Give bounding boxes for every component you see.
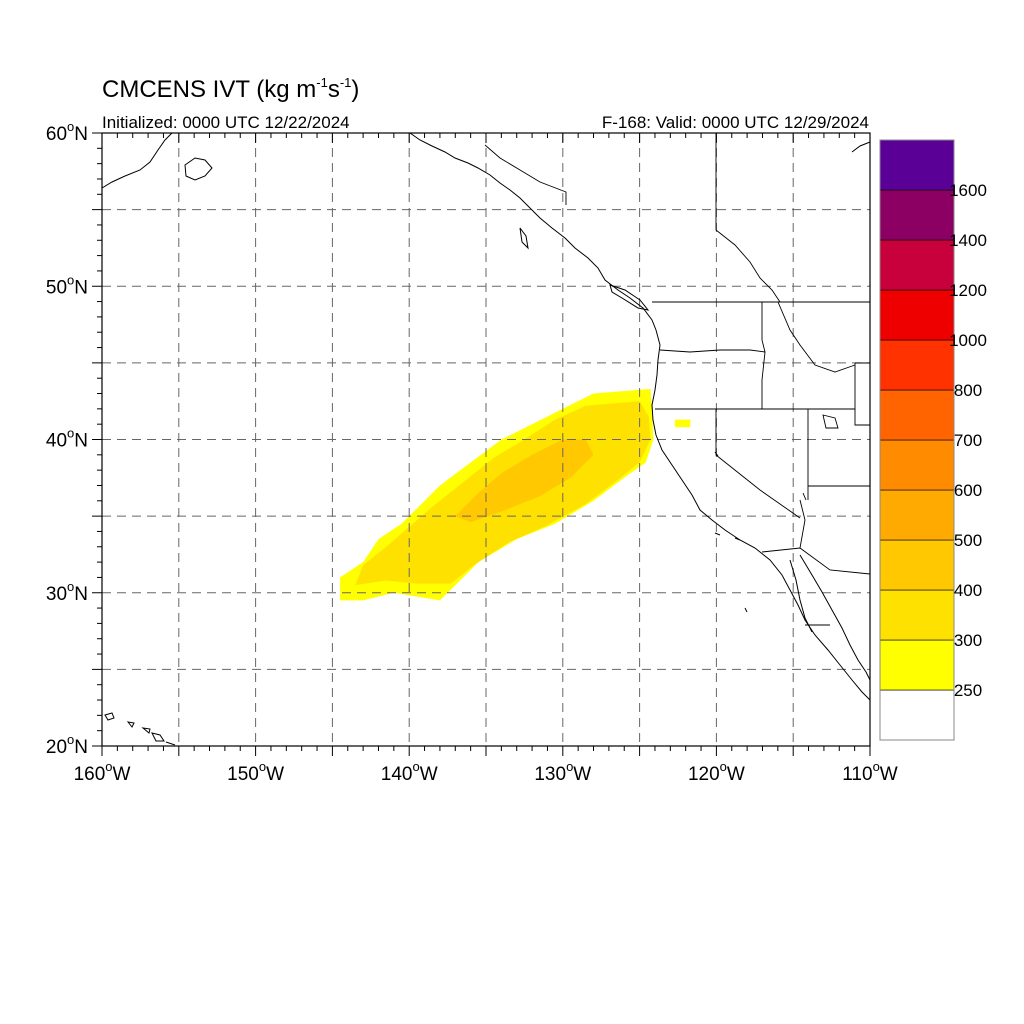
border-wa-or — [659, 349, 766, 353]
colorbar-swatch — [879, 439, 955, 491]
coastline-hudson-corner — [851, 141, 871, 153]
island-kodiak — [184, 157, 213, 181]
salton-sea — [802, 492, 807, 501]
lon-tick-label: 150oW — [227, 759, 284, 785]
colorbar-label: 500 — [954, 531, 982, 550]
colorbar-swatch — [879, 489, 955, 541]
colorbar-swatch — [879, 239, 955, 291]
ivt-shading-layer — [340, 388, 691, 601]
border-idaho-west — [761, 302, 766, 409]
lat-tick-label: 30oN — [46, 579, 88, 605]
colorbar-swatch — [879, 289, 955, 341]
colorbar-label: 250 — [954, 681, 982, 700]
subtitle-valid: F-168: Valid: 0000 UTC 12/29/2024 — [602, 113, 869, 132]
subtitle-initialized: Initialized: 0000 UTC 12/22/2024 — [102, 113, 350, 132]
map-panel: 160oW 150oW 140oW 130oW 120oW 110oW 60oN 50oN 40… — [46, 119, 898, 785]
lat-tick-label: 50oN — [46, 272, 88, 298]
ivt-band-250-3 — [674, 419, 691, 428]
colorbar-swatch — [879, 589, 955, 641]
island-vancouver — [609, 284, 650, 311]
lon-tick-label: 120oW — [688, 759, 745, 785]
coastline-alaska-south — [101, 132, 173, 189]
colorbar-frame — [879, 139, 955, 741]
colorbar-label: 700 — [954, 431, 982, 450]
lon-tick-label: 110oW — [842, 759, 898, 785]
colorbar-label: 1600 — [949, 181, 987, 200]
border-us-mexico — [761, 547, 871, 575]
islands-haida-gwaii — [519, 227, 529, 250]
title-exp2: -1 — [340, 75, 352, 90]
map-title: CMCENS IVT (kg m-1s-1) — [102, 75, 359, 103]
colorbar-swatch — [879, 139, 955, 191]
border-ca-az — [799, 499, 806, 549]
colorbar-label: 1000 — [949, 331, 987, 350]
colorbar-swatch — [879, 339, 955, 391]
colorbar-label: 1400 — [949, 231, 987, 250]
colorbar-swatch — [879, 639, 955, 691]
coastline-north-america — [409, 132, 871, 701]
lon-tick-label: 160oW — [74, 759, 131, 785]
coastline-baja-outer — [789, 559, 813, 633]
colorbar-swatch — [879, 539, 955, 591]
lat-tick-label: 40oN — [46, 426, 88, 452]
great-salt-lake — [822, 414, 839, 429]
coastline-gulf-of-california — [799, 554, 871, 681]
lon-tick-label: 130oW — [534, 759, 591, 785]
ivt-band-400-2 — [455, 439, 594, 523]
lat-tick-label: 60oN — [46, 119, 88, 145]
colorbar-swatch — [879, 389, 955, 441]
lakes — [714, 414, 839, 501]
colorbar-label: 1200 — [949, 281, 987, 300]
title-suffix: ) — [351, 76, 359, 103]
lake-tahoe — [714, 451, 719, 457]
lat-tick-label: 20oN — [46, 732, 88, 758]
colorbar: 250 300 400 500 600 700 800 1000 1200 1400 1600 — [879, 139, 987, 741]
colorbar-label: 600 — [954, 481, 982, 500]
colorbar-label: 400 — [954, 581, 982, 600]
island-guadalupe — [744, 607, 748, 613]
coastline-layer — [101, 132, 871, 746]
islands-hawaii — [104, 712, 176, 746]
title-prefix: CMCENS IVT (kg m — [102, 76, 316, 103]
border-wyoming — [854, 362, 870, 426]
border-alaska-canada — [484, 144, 567, 205]
border-idaho-montana — [777, 301, 856, 373]
colorbar-label: 800 — [954, 381, 982, 400]
title-mid: s — [328, 76, 340, 103]
islands-channel — [714, 532, 741, 541]
title-exp1: -1 — [316, 75, 328, 90]
map-axes: 160oW 150oW 140oW 130oW 120oW 110oW 60oN 50oN 40… — [46, 119, 898, 785]
colorbar-label: 300 — [954, 631, 982, 650]
political-borders — [484, 133, 871, 626]
border-ca-nv — [715, 409, 801, 519]
colorbar-swatch — [879, 689, 955, 741]
lon-tick-label: 140oW — [381, 759, 438, 785]
border-bc-alberta — [715, 229, 781, 303]
colorbar-swatch — [879, 189, 955, 241]
